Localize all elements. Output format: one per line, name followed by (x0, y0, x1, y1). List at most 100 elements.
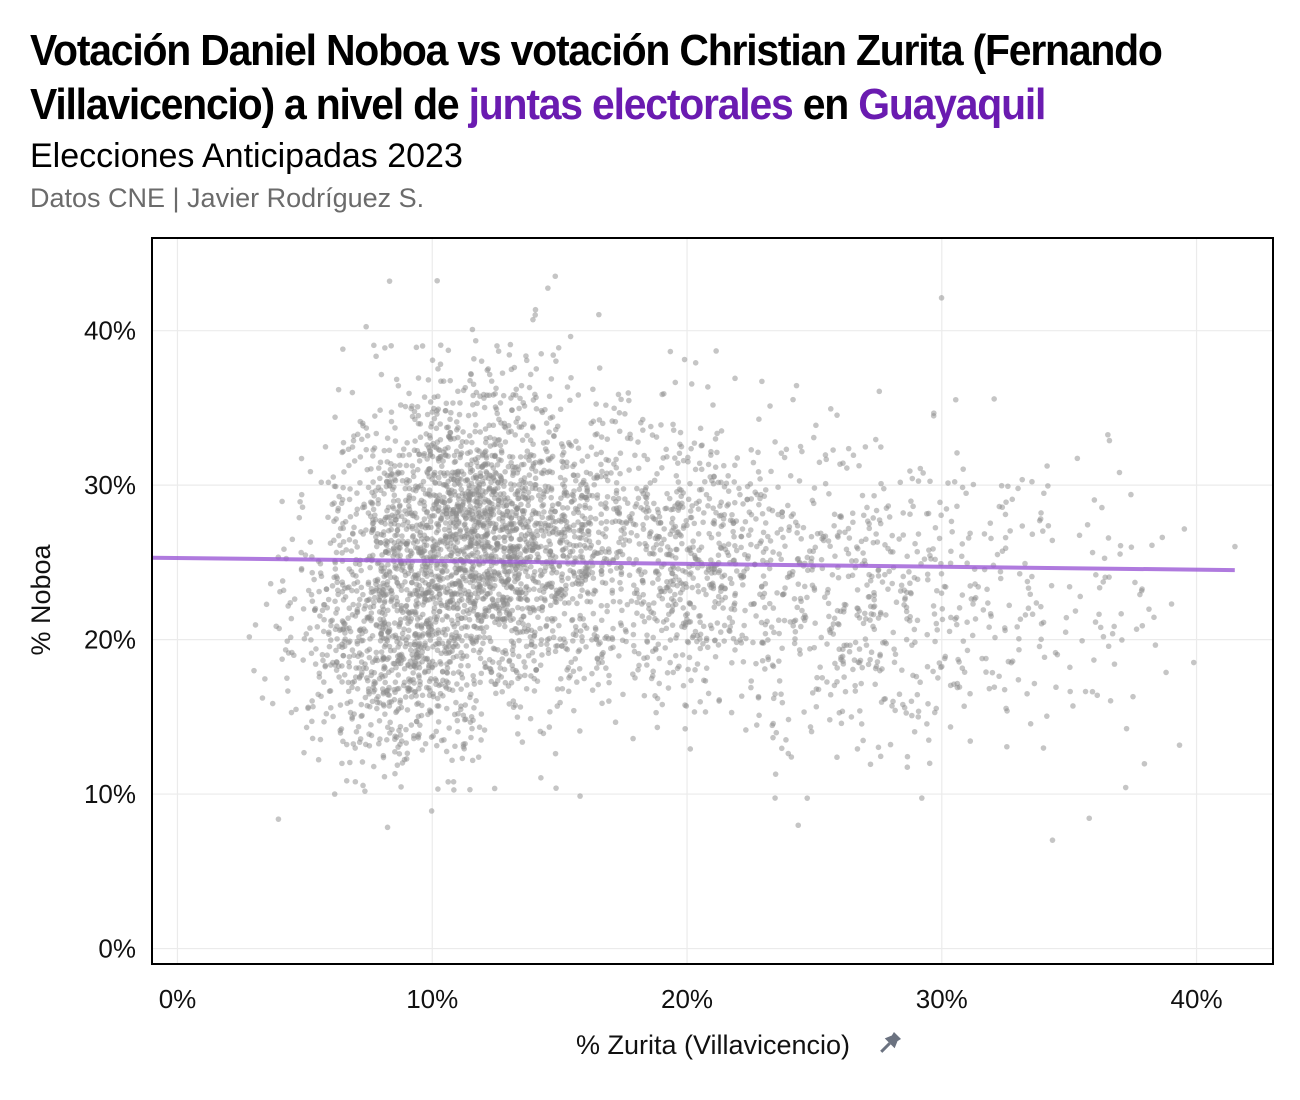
data-point (460, 712, 467, 719)
data-point (408, 567, 415, 574)
data-point (482, 460, 489, 467)
data-point (771, 629, 777, 636)
data-point (1036, 643, 1043, 650)
data-point (560, 552, 567, 559)
data-point (393, 566, 400, 572)
data-point (560, 443, 566, 450)
data-point (280, 587, 287, 594)
data-point (870, 515, 877, 521)
data-point (298, 491, 305, 498)
data-point (467, 465, 474, 472)
data-point (521, 421, 527, 428)
data-point (572, 477, 579, 484)
data-point (606, 549, 612, 555)
data-point (691, 520, 698, 527)
data-point (710, 402, 716, 408)
data-point (801, 583, 808, 590)
data-point (474, 533, 481, 539)
data-point (571, 522, 577, 528)
data-point (501, 548, 507, 555)
data-point (547, 708, 553, 715)
data-point (641, 655, 647, 662)
data-point (1067, 688, 1073, 695)
data-point (926, 547, 932, 553)
data-point (791, 640, 798, 647)
data-point (677, 596, 683, 603)
data-point (403, 586, 410, 593)
data-point (487, 485, 493, 492)
data-point (408, 615, 415, 622)
data-point (407, 610, 414, 616)
data-point (599, 563, 605, 570)
data-point (994, 551, 1001, 558)
data-point (338, 500, 345, 507)
data-point (521, 613, 527, 620)
data-point (347, 759, 353, 766)
data-point (440, 458, 446, 464)
data-point (472, 422, 479, 428)
data-point (980, 607, 987, 613)
data-point (437, 469, 444, 476)
data-point (376, 475, 383, 482)
data-point (673, 473, 680, 479)
data-point (370, 763, 377, 770)
data-point (425, 668, 432, 675)
data-point (873, 531, 879, 537)
data-point (603, 402, 609, 408)
data-point (836, 621, 842, 628)
data-point (670, 506, 676, 513)
data-point (340, 738, 346, 745)
data-point (979, 655, 985, 662)
data-point (381, 598, 388, 604)
data-point (490, 465, 497, 471)
data-point (426, 582, 432, 588)
data-point (708, 570, 715, 576)
data-point (919, 795, 925, 801)
data-point (938, 295, 945, 301)
data-point (662, 645, 669, 651)
data-point (476, 554, 482, 561)
data-point (309, 569, 316, 576)
data-point (534, 528, 540, 534)
data-point (713, 348, 719, 354)
data-point (738, 640, 745, 646)
pin-icon[interactable] (876, 1031, 902, 1057)
data-point (852, 688, 859, 694)
data-point (635, 495, 642, 502)
data-point (548, 494, 554, 501)
data-point (953, 614, 960, 621)
data-point (483, 469, 489, 475)
data-point (349, 716, 355, 722)
data-point (323, 710, 330, 717)
data-point (546, 429, 552, 435)
data-point (419, 523, 425, 530)
data-point (664, 670, 671, 676)
data-point (435, 406, 442, 412)
data-point (316, 674, 323, 680)
data-point (596, 417, 603, 423)
data-point (598, 434, 605, 440)
data-point (773, 729, 780, 736)
data-point (560, 512, 567, 518)
data-point (377, 540, 384, 546)
data-point (519, 605, 526, 612)
data-point (700, 586, 707, 593)
data-point (410, 473, 417, 480)
data-point (753, 722, 760, 728)
data-point (577, 593, 584, 599)
data-point (375, 500, 381, 507)
data-point (511, 364, 518, 371)
data-point (924, 631, 931, 638)
data-point (914, 617, 921, 624)
data-point (630, 671, 636, 677)
data-point (462, 614, 468, 621)
data-point (298, 565, 305, 572)
data-point (562, 591, 569, 597)
data-point (506, 352, 513, 358)
data-point (467, 606, 474, 612)
data-point (483, 624, 490, 630)
data-point (347, 638, 353, 644)
data-point (596, 311, 602, 318)
data-point (678, 493, 684, 500)
data-point (852, 639, 859, 646)
